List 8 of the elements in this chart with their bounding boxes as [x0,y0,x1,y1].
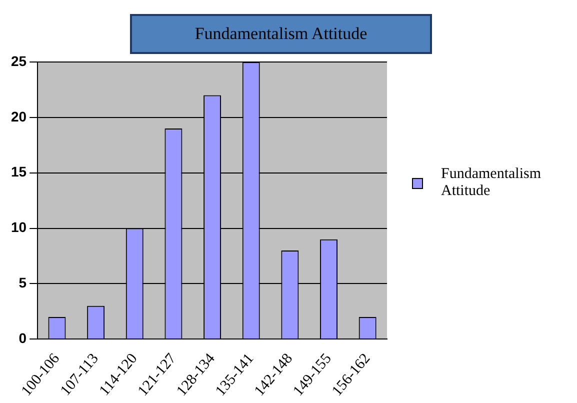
y-tick-label: 20 [10,108,27,124]
y-tick-label: 10 [10,219,27,236]
chart-title: Fundamentalism Attitude [130,14,432,54]
y-tick-label: 5 [18,274,27,291]
legend-label: Fundamentalism Attitude [441,166,542,200]
y-tick-label: 15 [10,164,27,180]
y-tick-label: 0 [18,330,27,346]
y-tick-label: 25 [10,52,27,69]
